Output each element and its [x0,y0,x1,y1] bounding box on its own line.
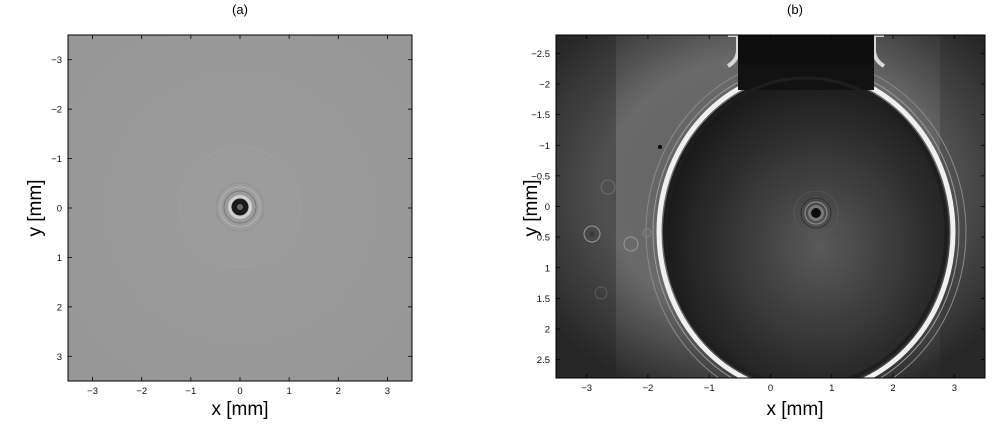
panel-a-y-ticks: −3 −2 −1 0 1 2 3 [51,55,412,363]
panel-b-ylabel: y [mm] [521,179,542,237]
y-tick-label: −3 [51,55,62,66]
panel-a-xlabel: x [mm] [211,399,269,420]
y-tick-label: −1.5 [531,110,550,121]
y-tick-label: 0 [57,204,62,215]
x-tick-label: 0 [237,386,242,397]
x-tick-label: 3 [952,383,957,394]
x-tick-label: 3 [385,386,390,397]
y-tick-label: −1 [539,141,550,152]
y-tick-label: 2.5 [537,355,550,366]
x-tick-label: −2 [643,383,654,394]
y-tick-label: 1.5 [537,294,550,305]
y-tick-label: −0.5 [531,171,550,182]
x-tick-label: −3 [87,386,98,397]
y-tick-label: 3 [57,352,62,363]
panel-a-ylabel: y [mm] [25,179,46,237]
x-tick-label: 2 [336,386,341,397]
y-tick-label: −2 [51,105,62,116]
x-tick-label: −2 [136,386,147,397]
panel-a-label: (a) [232,2,248,17]
x-tick-label: 1 [829,383,834,394]
y-tick-label: 2 [57,302,62,313]
panel-b-y-ticks: −2.5 −2 −1.5 −1 −0.5 0 0.5 1 1.5 2 2.5 [531,49,985,366]
y-tick-label: 1 [545,263,550,274]
x-tick-label: −1 [185,386,196,397]
panel-b-xlabel: x [mm] [766,399,824,420]
x-tick-label: 2 [890,383,895,394]
x-tick-label: −1 [704,383,715,394]
panel-b-particle [793,190,839,236]
panel-b-label: (b) [787,2,803,17]
y-tick-label: 0 [545,202,550,213]
y-tick-label: 2 [545,325,550,336]
panel-b-plot: −3 −2 −1 0 1 2 3 −2.5 −2 −1.5 −1 −0.5 0 0.5 1 1.5 2 2.5 [531,34,986,394]
x-tick-label: −3 [581,383,592,394]
droplet [663,75,949,378]
x-tick-label: 0 [768,383,773,394]
panel-a-x-ticks: −3 −2 −1 0 1 2 3 [87,35,390,397]
y-tick-label: −2 [539,80,550,91]
panel-b: (b) [500,0,995,428]
y-tick-label: 0.5 [537,233,550,244]
panel-a-particle [179,146,301,268]
panel-b-x-ticks: −3 −2 −1 0 1 2 3 [581,35,957,394]
panel-a: (a) −3 −2 −1 0 1 2 3 −3 −2 −1 0 1 2 3 x [mm] y [mm] [0,0,420,428]
y-tick-label: 1 [57,253,62,264]
y-tick-label: −1 [51,154,62,165]
y-tick-label: −2.5 [531,49,550,60]
x-tick-label: 1 [286,386,291,397]
panel-a-plot: −3 −2 −1 0 1 2 3 −3 −2 −1 0 1 2 3 [51,34,413,397]
